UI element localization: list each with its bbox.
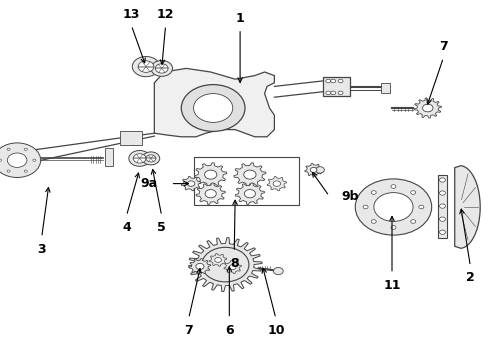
Circle shape	[142, 152, 160, 165]
Circle shape	[338, 91, 343, 95]
Text: 2: 2	[466, 271, 475, 284]
Polygon shape	[234, 163, 266, 186]
Circle shape	[33, 159, 36, 161]
Polygon shape	[455, 166, 480, 248]
Text: 9a: 9a	[140, 177, 157, 190]
Circle shape	[273, 267, 283, 275]
Circle shape	[440, 217, 445, 221]
Circle shape	[244, 170, 256, 179]
Circle shape	[215, 257, 221, 262]
Circle shape	[316, 167, 324, 173]
Polygon shape	[181, 176, 201, 191]
Circle shape	[146, 155, 156, 162]
Bar	[120, 131, 142, 145]
Text: 10: 10	[267, 324, 285, 337]
Circle shape	[202, 247, 249, 282]
Circle shape	[355, 179, 432, 235]
Circle shape	[411, 220, 416, 223]
Circle shape	[371, 191, 376, 194]
Circle shape	[0, 159, 1, 161]
Circle shape	[338, 79, 343, 83]
Circle shape	[422, 104, 433, 112]
Text: 8: 8	[230, 257, 239, 270]
Circle shape	[24, 170, 27, 172]
Circle shape	[411, 191, 416, 194]
Text: 12: 12	[157, 8, 174, 21]
Polygon shape	[196, 183, 225, 204]
Circle shape	[24, 148, 27, 150]
Circle shape	[371, 220, 376, 223]
Polygon shape	[154, 68, 274, 137]
Text: 4: 4	[122, 221, 131, 234]
Circle shape	[326, 91, 331, 95]
Circle shape	[133, 154, 146, 163]
Circle shape	[326, 79, 331, 83]
Text: 7: 7	[439, 40, 448, 53]
Polygon shape	[414, 98, 441, 118]
Circle shape	[229, 265, 236, 270]
Circle shape	[187, 181, 195, 186]
Bar	[194, 157, 299, 205]
Text: 5: 5	[157, 221, 166, 234]
Polygon shape	[105, 148, 113, 166]
Polygon shape	[224, 261, 242, 274]
Circle shape	[440, 178, 445, 182]
Polygon shape	[189, 238, 262, 292]
Circle shape	[374, 193, 413, 221]
Circle shape	[331, 91, 336, 95]
Circle shape	[440, 204, 445, 208]
Text: 1: 1	[236, 12, 245, 24]
Circle shape	[419, 205, 424, 209]
Circle shape	[273, 181, 281, 186]
Circle shape	[7, 170, 10, 172]
Text: 3: 3	[37, 243, 46, 256]
Bar	[323, 77, 350, 96]
Bar	[381, 83, 390, 93]
Circle shape	[310, 167, 317, 172]
Circle shape	[7, 148, 10, 150]
Bar	[438, 175, 447, 238]
Polygon shape	[235, 183, 265, 204]
Circle shape	[363, 205, 368, 209]
Circle shape	[132, 57, 160, 77]
Circle shape	[138, 61, 154, 72]
Circle shape	[391, 226, 396, 229]
Circle shape	[129, 150, 150, 166]
Polygon shape	[209, 253, 227, 266]
Circle shape	[212, 254, 239, 275]
Circle shape	[194, 94, 233, 122]
Circle shape	[7, 153, 27, 167]
Polygon shape	[305, 163, 322, 176]
Polygon shape	[195, 163, 227, 186]
Circle shape	[440, 230, 445, 234]
Circle shape	[205, 190, 216, 198]
Text: 6: 6	[225, 324, 234, 337]
Circle shape	[391, 185, 396, 188]
Circle shape	[245, 190, 255, 198]
Text: 13: 13	[122, 8, 140, 21]
Circle shape	[440, 191, 445, 195]
Text: 7: 7	[184, 324, 193, 337]
Text: 11: 11	[383, 279, 401, 292]
Circle shape	[155, 64, 168, 73]
Circle shape	[151, 60, 172, 76]
Polygon shape	[267, 176, 287, 191]
Circle shape	[204, 170, 217, 179]
Circle shape	[0, 143, 41, 177]
Circle shape	[331, 79, 336, 83]
Circle shape	[181, 85, 245, 131]
Circle shape	[196, 264, 204, 269]
Polygon shape	[189, 258, 211, 274]
Text: 9b: 9b	[341, 190, 359, 203]
